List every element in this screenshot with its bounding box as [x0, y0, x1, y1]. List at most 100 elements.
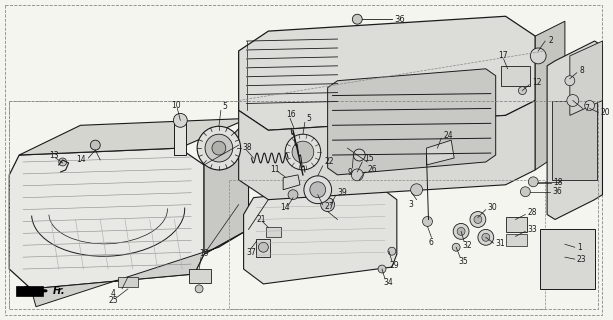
Circle shape [212, 141, 226, 155]
Circle shape [321, 198, 335, 212]
Bar [118, 277, 138, 287]
Circle shape [411, 184, 422, 196]
Circle shape [353, 149, 365, 161]
Polygon shape [427, 140, 454, 165]
Text: 3: 3 [409, 200, 414, 209]
Circle shape [59, 158, 67, 166]
Bar [229, 180, 545, 309]
Text: 8: 8 [580, 66, 584, 75]
Circle shape [388, 247, 396, 255]
Circle shape [351, 169, 364, 181]
Circle shape [520, 187, 530, 197]
Circle shape [197, 126, 241, 170]
Circle shape [173, 113, 187, 127]
Text: 4: 4 [110, 289, 115, 298]
Text: 36: 36 [394, 15, 405, 24]
Text: 16: 16 [286, 110, 295, 119]
Polygon shape [547, 41, 603, 220]
Text: 24: 24 [443, 131, 453, 140]
Circle shape [292, 141, 314, 163]
Text: 36: 36 [552, 187, 562, 196]
Text: 23: 23 [577, 255, 587, 264]
Circle shape [205, 134, 233, 162]
Circle shape [474, 215, 482, 223]
Circle shape [378, 265, 386, 273]
Text: 21: 21 [256, 215, 266, 224]
Polygon shape [31, 229, 248, 307]
Circle shape [310, 182, 326, 198]
Circle shape [422, 217, 432, 227]
Text: 7: 7 [585, 104, 590, 113]
Polygon shape [16, 286, 43, 296]
Bar [9, 100, 598, 309]
Polygon shape [238, 16, 535, 130]
Text: 28: 28 [527, 208, 537, 217]
Text: 27: 27 [325, 202, 334, 211]
Circle shape [352, 14, 362, 24]
Text: 33: 33 [527, 225, 537, 234]
Text: Fr.: Fr. [53, 286, 66, 296]
Bar [266, 228, 281, 237]
Text: 17: 17 [498, 52, 508, 60]
Text: 9: 9 [348, 168, 352, 177]
Polygon shape [238, 100, 535, 200]
Polygon shape [570, 41, 603, 116]
Polygon shape [327, 69, 496, 175]
Text: 1: 1 [577, 243, 582, 252]
Text: 22: 22 [325, 157, 334, 166]
Polygon shape [204, 118, 248, 254]
Text: 20: 20 [601, 108, 610, 117]
Bar [256, 239, 270, 257]
Circle shape [452, 243, 460, 251]
Circle shape [585, 100, 595, 110]
Bar [552, 100, 596, 180]
Circle shape [482, 233, 490, 241]
Text: 14: 14 [280, 203, 290, 212]
Bar [189, 269, 211, 283]
Circle shape [528, 177, 538, 187]
Polygon shape [243, 185, 397, 284]
Text: 39: 39 [338, 188, 348, 197]
Text: 26: 26 [367, 165, 377, 174]
Circle shape [453, 223, 469, 239]
Bar [506, 218, 527, 232]
Text: 25: 25 [108, 296, 118, 305]
Text: 18: 18 [553, 178, 563, 187]
Text: 10: 10 [172, 101, 181, 110]
Text: 32: 32 [462, 241, 472, 250]
Text: 31: 31 [496, 239, 505, 248]
Circle shape [259, 242, 268, 252]
Text: 29: 29 [390, 260, 400, 269]
Bar [174, 120, 186, 155]
Text: 37: 37 [246, 248, 256, 257]
Polygon shape [19, 118, 248, 155]
Circle shape [519, 87, 527, 95]
Circle shape [478, 229, 493, 245]
Circle shape [304, 176, 332, 204]
Text: 14: 14 [77, 156, 86, 164]
Text: 5: 5 [223, 102, 227, 111]
Text: 38: 38 [243, 143, 252, 152]
Circle shape [288, 190, 298, 200]
Circle shape [565, 76, 575, 86]
Text: 11: 11 [270, 165, 280, 174]
Bar [540, 229, 595, 289]
Text: 15: 15 [364, 154, 374, 163]
Bar [506, 234, 527, 246]
Text: 12: 12 [532, 78, 542, 87]
Circle shape [530, 48, 546, 64]
Circle shape [470, 212, 486, 228]
Text: 19: 19 [199, 249, 209, 258]
Text: 34: 34 [383, 278, 393, 287]
Text: 2: 2 [548, 36, 553, 44]
Text: 6: 6 [428, 238, 433, 247]
Text: 13: 13 [49, 150, 58, 160]
Circle shape [285, 134, 321, 170]
Polygon shape [283, 175, 300, 190]
Circle shape [567, 95, 579, 107]
Text: 5: 5 [306, 114, 311, 123]
Polygon shape [535, 21, 565, 170]
Circle shape [195, 285, 203, 293]
Text: 30: 30 [488, 203, 498, 212]
Circle shape [457, 228, 465, 235]
